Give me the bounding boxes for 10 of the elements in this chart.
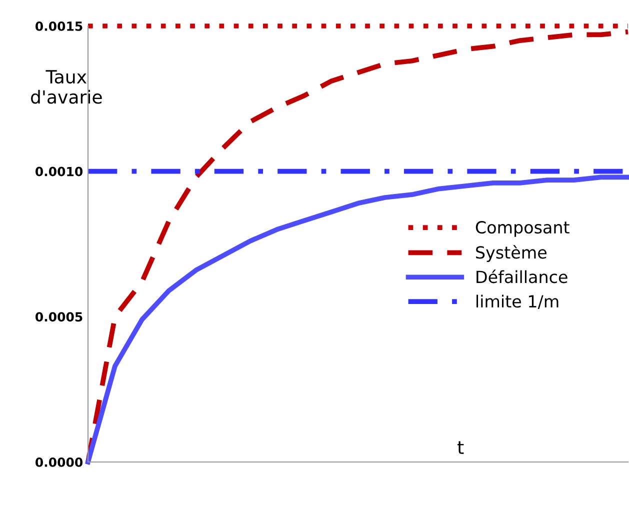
- y-tick-label: 0.0005: [36, 312, 82, 322]
- y-tick-label: 0.0010: [36, 166, 83, 176]
- x-axis-title: t: [458, 441, 464, 454]
- y-axis-title: Taux d'avarie: [31, 70, 102, 104]
- legend-label: Système: [476, 245, 546, 262]
- legend-label: Défaillance: [476, 270, 568, 284]
- y-tick-label: 0.0000: [36, 457, 83, 467]
- y-tick-label: 0.0015: [36, 21, 82, 31]
- legend-label: limite 1/m: [476, 294, 558, 309]
- legend-label: Composant: [476, 221, 570, 237]
